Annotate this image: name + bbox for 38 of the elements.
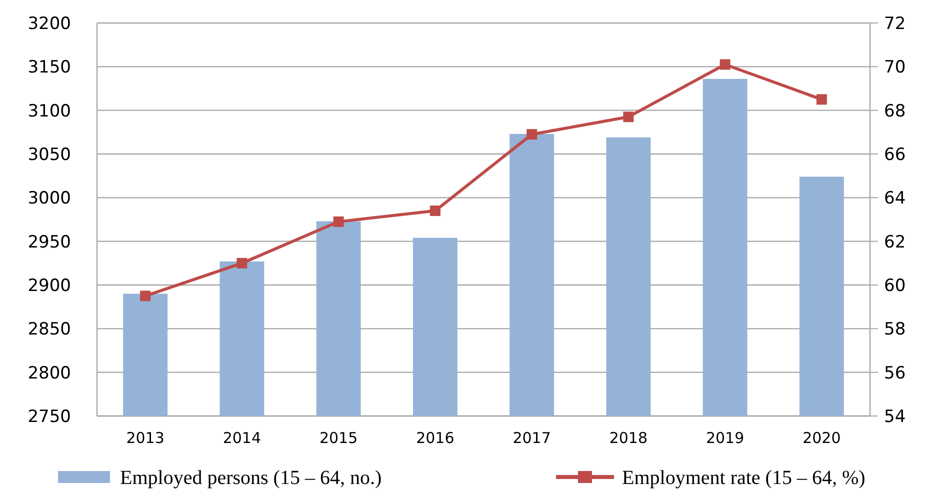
point bbox=[526, 129, 538, 140]
point bbox=[816, 94, 827, 105]
y-tick-label: 2750 bbox=[28, 406, 71, 427]
y-tick-label: 2950 bbox=[28, 232, 71, 252]
y-tick-label: 3150 bbox=[28, 58, 71, 78]
y-tick-label: 3050 bbox=[28, 144, 71, 165]
y-tick-label: 3000 bbox=[28, 188, 71, 209]
x-tick-label: 2017 bbox=[512, 429, 551, 447]
y2-tick-label: 60 bbox=[884, 276, 906, 296]
y2-tick-label: 66 bbox=[884, 144, 906, 165]
y2-tick-label: 70 bbox=[884, 58, 906, 78]
y2-tick-label: 56 bbox=[884, 363, 906, 384]
y-tick-label: 2850 bbox=[28, 320, 71, 340]
x-tick-label: 2019 bbox=[706, 429, 744, 447]
legend-label: Employment rate (15 – 64, %) bbox=[622, 467, 866, 489]
x-tick-label: 2016 bbox=[416, 429, 454, 447]
point bbox=[720, 59, 730, 70]
y-tick-label: 3200 bbox=[28, 14, 71, 34]
point bbox=[236, 258, 248, 268]
y-tick-label: 2900 bbox=[28, 276, 71, 296]
y-tick-label: 2800 bbox=[28, 363, 71, 384]
x-tick-label: 2014 bbox=[222, 429, 262, 447]
point bbox=[623, 112, 634, 122]
y2-tick-label: 64 bbox=[884, 188, 906, 209]
y2-tick-label: 68 bbox=[884, 101, 906, 122]
point bbox=[140, 290, 151, 302]
x-tick-label: 2018 bbox=[609, 429, 648, 447]
x-tick-label: 2015 bbox=[319, 429, 358, 447]
legend-label: Employed persons (15 – 64, no.) bbox=[120, 467, 382, 489]
x-tick-label: 2020 bbox=[802, 429, 841, 447]
point bbox=[333, 216, 344, 227]
y2-tick-label: 72 bbox=[884, 14, 906, 34]
y-tick-label: 3100 bbox=[28, 101, 71, 122]
x-tick-label: 2013 bbox=[126, 429, 164, 447]
y2-tick-label: 62 bbox=[884, 232, 906, 252]
point bbox=[430, 206, 440, 216]
y2-tick-label: 54 bbox=[884, 406, 906, 427]
y2-tick-label: 58 bbox=[884, 320, 906, 340]
